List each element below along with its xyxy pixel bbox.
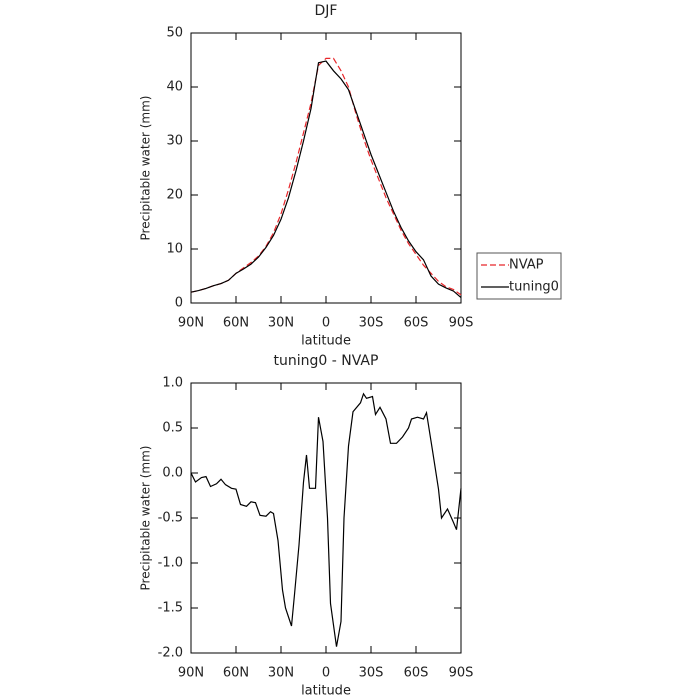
x-tick-label: 90S xyxy=(449,316,474,331)
chart-title: DJF xyxy=(315,3,338,19)
y-tick-label: 1.0 xyxy=(162,376,183,391)
y-tick-label: 0.0 xyxy=(162,466,183,481)
y-tick-label: 50 xyxy=(166,26,183,41)
x-tick-label: 60S xyxy=(404,316,429,331)
x-tick-label: 60N xyxy=(223,666,249,681)
plot-frame xyxy=(190,382,462,654)
legend-box xyxy=(476,252,562,300)
x-tick-label: 60N xyxy=(223,316,249,331)
y-tick-label: -1.5 xyxy=(158,601,183,616)
y-tick-label: -2.0 xyxy=(158,646,183,661)
x-tick-label: 30S xyxy=(359,316,384,331)
x-tick-label: 30N xyxy=(268,316,294,331)
x-tick-label: 0 xyxy=(322,666,330,681)
y-tick-label: 30 xyxy=(166,134,183,149)
y-tick-label: 0.5 xyxy=(162,421,183,436)
data-line xyxy=(190,60,462,299)
x-axis-label: latitude xyxy=(301,684,351,699)
x-tick-label: 60S xyxy=(404,666,429,681)
x-tick-label: 90N xyxy=(178,316,204,331)
legend-label: tuning0 xyxy=(509,280,559,295)
chart-title: tuning0 - NVAP xyxy=(274,353,379,369)
legend-label: NVAP xyxy=(509,258,544,273)
y-tick-label: -1.0 xyxy=(158,556,183,571)
y-axis-label: Precipitable water (mm) xyxy=(139,96,153,241)
x-tick-label: 90S xyxy=(449,666,474,681)
y-axis-label: Precipitable water (mm) xyxy=(139,446,153,591)
data-line xyxy=(190,57,462,296)
y-tick-label: 0 xyxy=(175,296,183,311)
data-line xyxy=(190,392,462,647)
y-tick-label: -0.5 xyxy=(158,511,183,526)
x-tick-label: 30S xyxy=(359,666,384,681)
x-tick-label: 30N xyxy=(268,666,294,681)
x-tick-label: 90N xyxy=(178,666,204,681)
plot-frame xyxy=(190,32,462,304)
y-tick-label: 40 xyxy=(166,80,183,95)
x-axis-label: latitude xyxy=(301,334,351,349)
y-tick-label: 10 xyxy=(166,242,183,257)
y-tick-label: 20 xyxy=(166,188,183,203)
x-tick-label: 0 xyxy=(322,316,330,331)
